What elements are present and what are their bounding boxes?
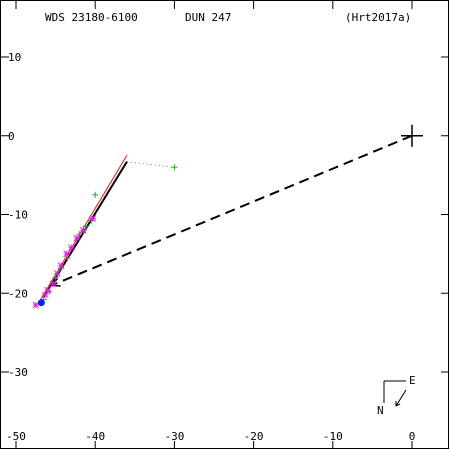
magenta-point [44,286,52,294]
blue-point [37,299,45,307]
title-center: DUN 247 [185,11,231,24]
title-left: WDS 23180-6100 [45,11,138,24]
magenta-point [79,226,87,234]
title-right: (Hrt2017a) [345,11,411,24]
x-tick-label: -20 [244,430,264,443]
x-tick-label: -30 [164,430,184,443]
magenta-point [49,280,57,288]
y-tick-label: 10 [8,51,21,64]
compass-north-label: N [377,404,384,417]
magenta-point [57,262,65,270]
magenta-point [53,270,61,277]
y-tick-label: 0 [8,130,15,143]
y-tick-label: -20 [8,287,28,300]
y-tick-label: -30 [8,366,28,379]
green-point [171,164,178,171]
compass-east-label: E [409,374,416,387]
compass: E N [377,374,416,417]
magenta-point [73,234,81,242]
x-tick-label: -10 [323,430,343,443]
magenta-point [32,301,40,309]
y-tick-label: -10 [8,209,28,222]
data-points [32,124,423,309]
primary-star [401,124,423,147]
dashed-line [51,134,413,287]
green-point [64,254,71,261]
green-point [92,191,99,198]
x-tick-label: -50 [6,430,26,443]
magenta-point [63,250,71,258]
x-tick-label: 0 [409,430,416,443]
magenta-point [68,244,75,251]
x-tick-label: -40 [85,430,105,443]
magenta-point [89,215,97,222]
